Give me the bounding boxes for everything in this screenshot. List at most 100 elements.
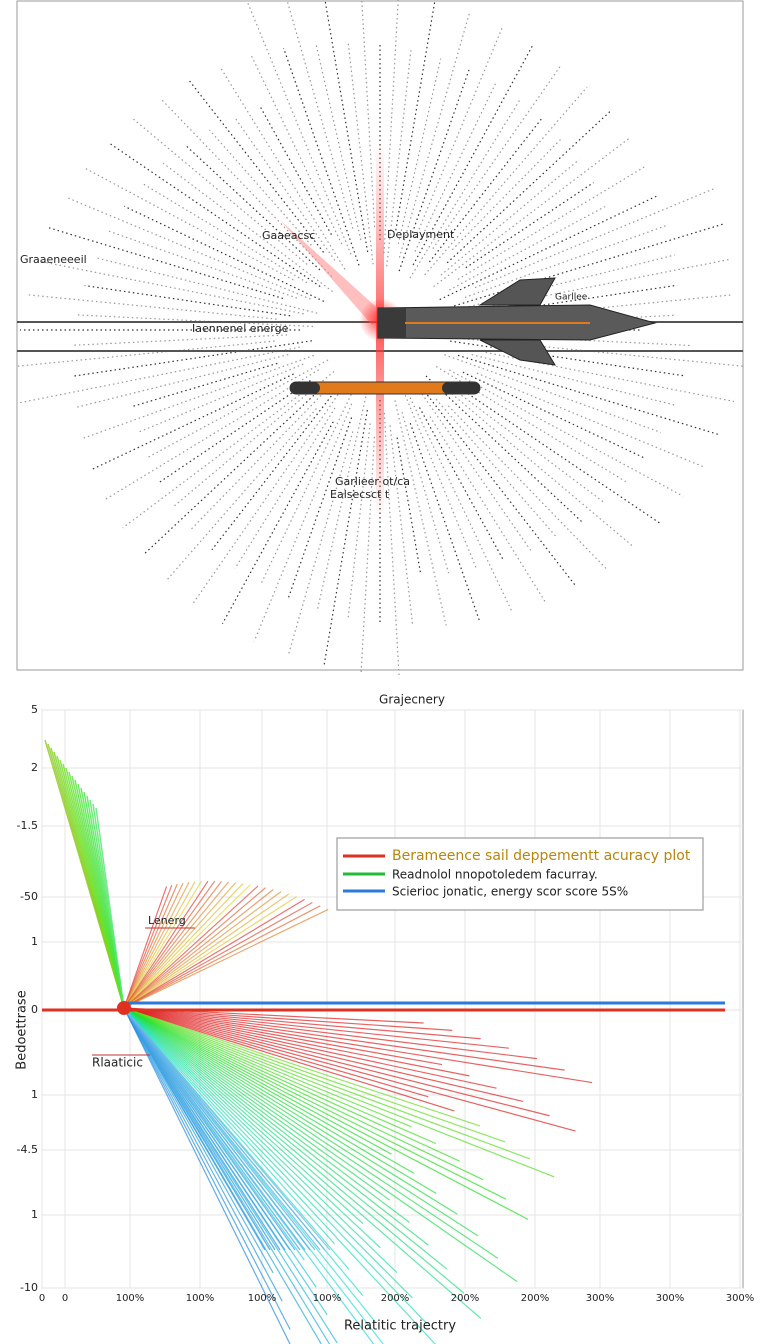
x-tick-label: 0 — [39, 1293, 45, 1304]
ray — [347, 42, 374, 265]
trajectory — [123, 1007, 311, 1251]
ray — [450, 386, 605, 504]
ray — [467, 284, 678, 317]
trajectory — [123, 1007, 484, 1181]
ray — [160, 98, 333, 277]
trajectory — [123, 881, 223, 1009]
ray — [105, 369, 320, 500]
trajectory — [123, 1007, 506, 1143]
trajectory — [123, 1007, 470, 1077]
trajectory — [123, 880, 209, 1009]
trajectory — [123, 886, 168, 1009]
ray — [124, 205, 325, 302]
ray — [398, 13, 470, 258]
ray — [136, 363, 304, 434]
sail-rod — [289, 381, 481, 395]
trajectory — [123, 1007, 550, 1117]
legend-entry: Readnolol nnopotoledem facurray. — [392, 868, 598, 882]
ray — [409, 397, 514, 614]
ray — [424, 86, 588, 276]
trajectory — [123, 1007, 276, 1251]
ray — [383, 412, 400, 679]
trajectory — [123, 1007, 497, 1089]
x-tick-label: 100% — [116, 1293, 145, 1304]
trajectory — [123, 885, 259, 1009]
ray — [386, 50, 412, 267]
trajectory — [123, 893, 290, 1009]
trajectory — [123, 1007, 398, 1273]
y-tick-label: -10 — [20, 1281, 38, 1294]
ray — [479, 258, 731, 310]
trajectory — [123, 883, 178, 1009]
plot-title: Grajecnery — [379, 693, 445, 707]
x-tick-label: 300% — [656, 1293, 685, 1304]
trajectory — [123, 880, 202, 1009]
trajectory — [123, 1007, 436, 1344]
ray — [132, 118, 308, 265]
ray — [35, 259, 304, 315]
diagram-label: Graaeneeeil — [20, 253, 87, 266]
ray — [442, 254, 675, 314]
ray — [485, 351, 735, 403]
trajectory — [123, 1007, 443, 1066]
trajectory — [123, 1007, 271, 1251]
trajectory — [123, 1007, 437, 1194]
trajectory — [123, 880, 216, 1009]
ray — [464, 224, 669, 298]
y-tick-label: 1 — [31, 1208, 38, 1221]
ray — [286, 0, 354, 229]
trajectory — [123, 1007, 465, 1294]
ray — [448, 369, 684, 497]
trajectory — [123, 1007, 391, 1201]
ray — [323, 409, 368, 667]
ray — [450, 340, 686, 377]
trajectory — [123, 881, 190, 1009]
trajectory — [123, 1007, 429, 1246]
ray — [91, 373, 294, 470]
legend-entry: Berameence sail deppementt acuracy plot — [392, 848, 691, 864]
trajectory — [123, 891, 282, 1009]
trajectory — [95, 807, 125, 1009]
ray — [414, 27, 503, 238]
ray — [360, 436, 375, 675]
trajectory — [123, 1007, 509, 1049]
diagram-label: Iaennenel energe — [192, 322, 289, 335]
light-beam — [280, 220, 385, 325]
ray — [462, 371, 645, 459]
diagram-label: Deplayment — [387, 228, 455, 241]
trajectory — [123, 1007, 296, 1251]
trajectory — [123, 1007, 460, 1162]
ray — [409, 423, 481, 622]
trajectory — [123, 887, 266, 1009]
ray — [440, 159, 580, 276]
x-tick-label: 100% — [313, 1293, 342, 1304]
trajectory — [123, 898, 305, 1009]
ray — [192, 394, 339, 604]
y-tick-label: 1 — [31, 935, 38, 948]
ray — [396, 437, 422, 575]
y-tick-label: 1 — [31, 1088, 38, 1101]
x-tick-label: 100% — [248, 1293, 277, 1304]
diagram-label: Garlieer ot/ca — [335, 475, 410, 488]
trajectory — [123, 1007, 576, 1132]
trajectory — [123, 1007, 448, 1270]
y-tick-label: -1.5 — [17, 819, 38, 832]
trajectory — [123, 1007, 482, 1319]
plot-frame — [41, 709, 744, 1289]
ray — [412, 44, 534, 266]
ray — [84, 284, 291, 317]
trajectory — [123, 1007, 413, 1299]
ray — [189, 80, 325, 253]
trajectory — [123, 1007, 529, 1220]
trajectory — [123, 889, 274, 1009]
ray — [48, 227, 284, 300]
ray — [166, 408, 317, 581]
trajectory — [123, 1007, 301, 1251]
trajectory — [123, 1007, 410, 1223]
trajectory — [123, 1007, 286, 1251]
ray — [234, 407, 336, 569]
x-tick-label: 300% — [726, 1293, 755, 1304]
trajectory — [123, 1007, 458, 1215]
ray — [433, 137, 630, 288]
trajectory — [123, 1007, 274, 1274]
